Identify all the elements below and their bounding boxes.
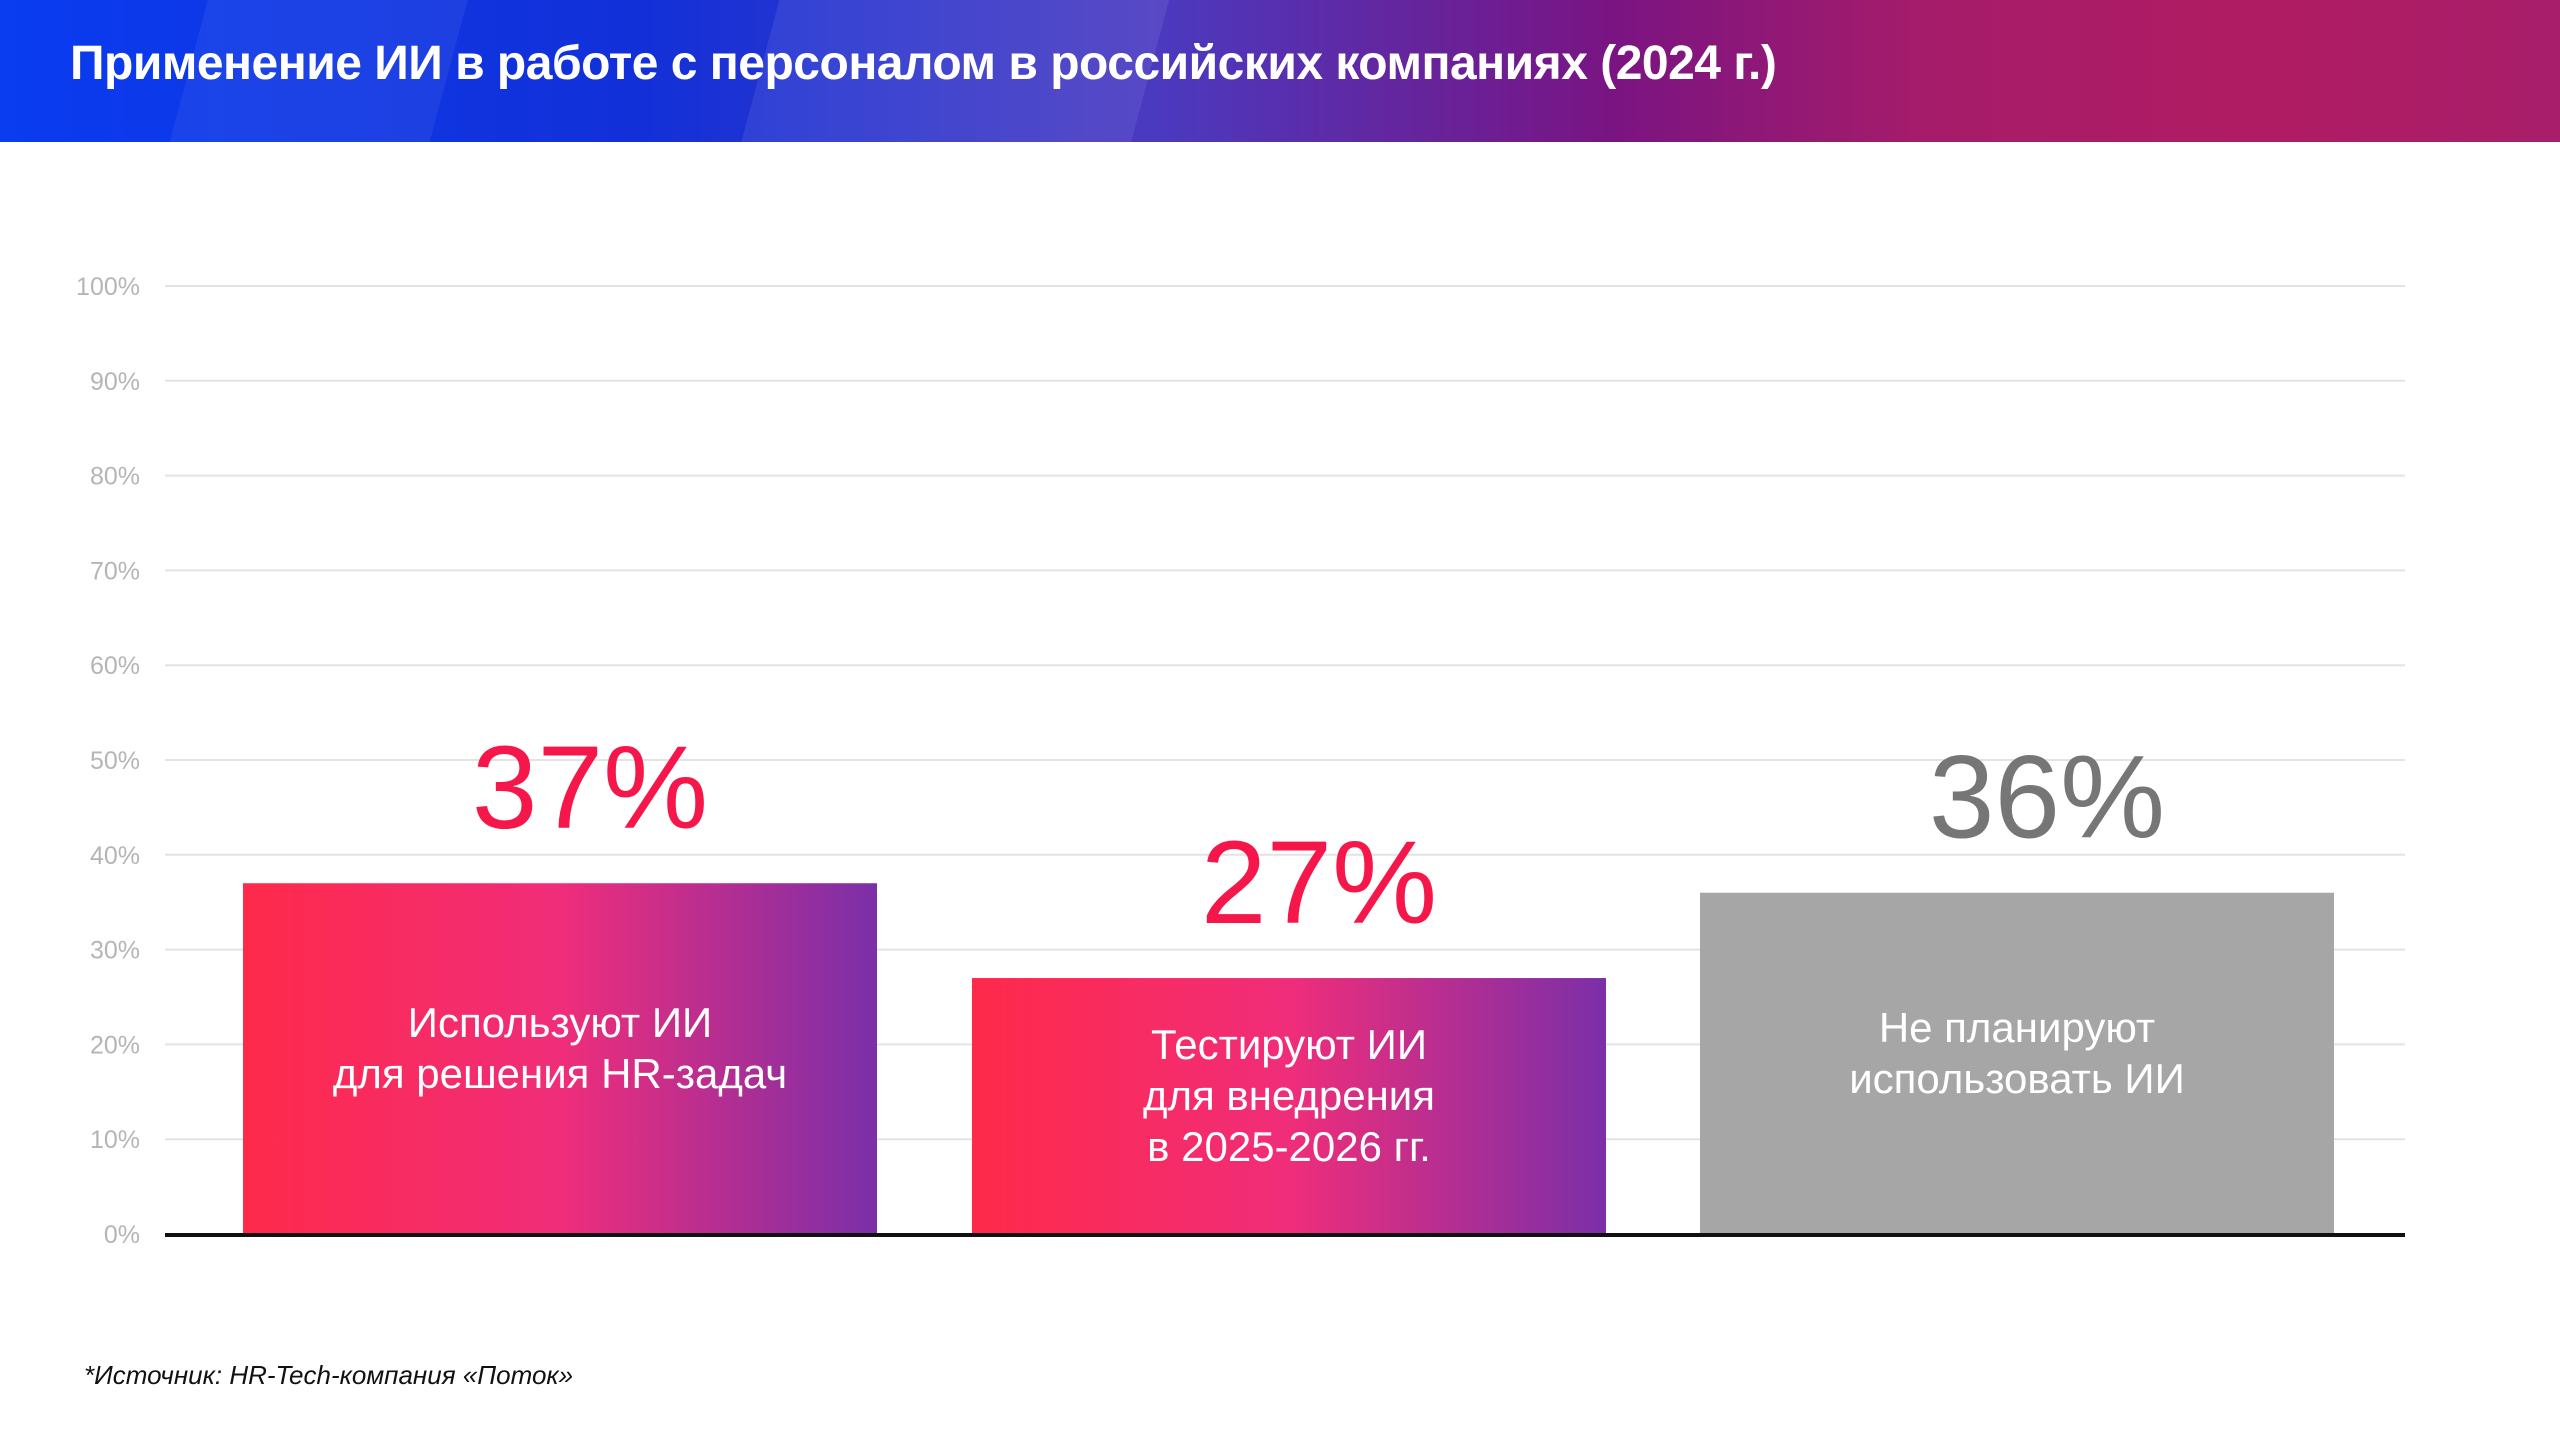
bar bbox=[243, 883, 877, 1234]
y-tick-label: 60% bbox=[90, 652, 140, 680]
y-tick-label: 50% bbox=[90, 747, 140, 775]
header-banner bbox=[0, 0, 2560, 142]
y-tick-label: 30% bbox=[90, 937, 140, 965]
y-tick-label: 10% bbox=[90, 1126, 140, 1154]
data-label: 37% bbox=[472, 722, 708, 854]
category-label: Тестируют ИИ для внедрения в 2025-2026 гг. bbox=[1143, 1021, 1435, 1170]
bar bbox=[1700, 892, 2334, 1234]
bar bbox=[972, 978, 1606, 1234]
y-tick-label: 0% bbox=[104, 1221, 140, 1249]
category-label: Не планируют использовать ИИ bbox=[1849, 1004, 2185, 1102]
category-label: Используют ИИ для решения HR-задач bbox=[333, 999, 787, 1097]
y-tick-label: 100% bbox=[76, 273, 140, 301]
y-tick-label: 90% bbox=[90, 368, 140, 396]
page-title: Применение ИИ в работе с персоналом в ро… bbox=[70, 37, 1777, 90]
y-tick-label: 80% bbox=[90, 463, 140, 491]
y-tick-label: 40% bbox=[90, 842, 140, 870]
y-tick-label: 70% bbox=[90, 557, 140, 585]
data-label: 36% bbox=[1929, 732, 2165, 864]
source-note: *Источник: HR-Tech-компания «Поток» bbox=[84, 1360, 574, 1390]
data-label: 27% bbox=[1201, 817, 1437, 949]
y-tick-label: 20% bbox=[90, 1031, 140, 1059]
